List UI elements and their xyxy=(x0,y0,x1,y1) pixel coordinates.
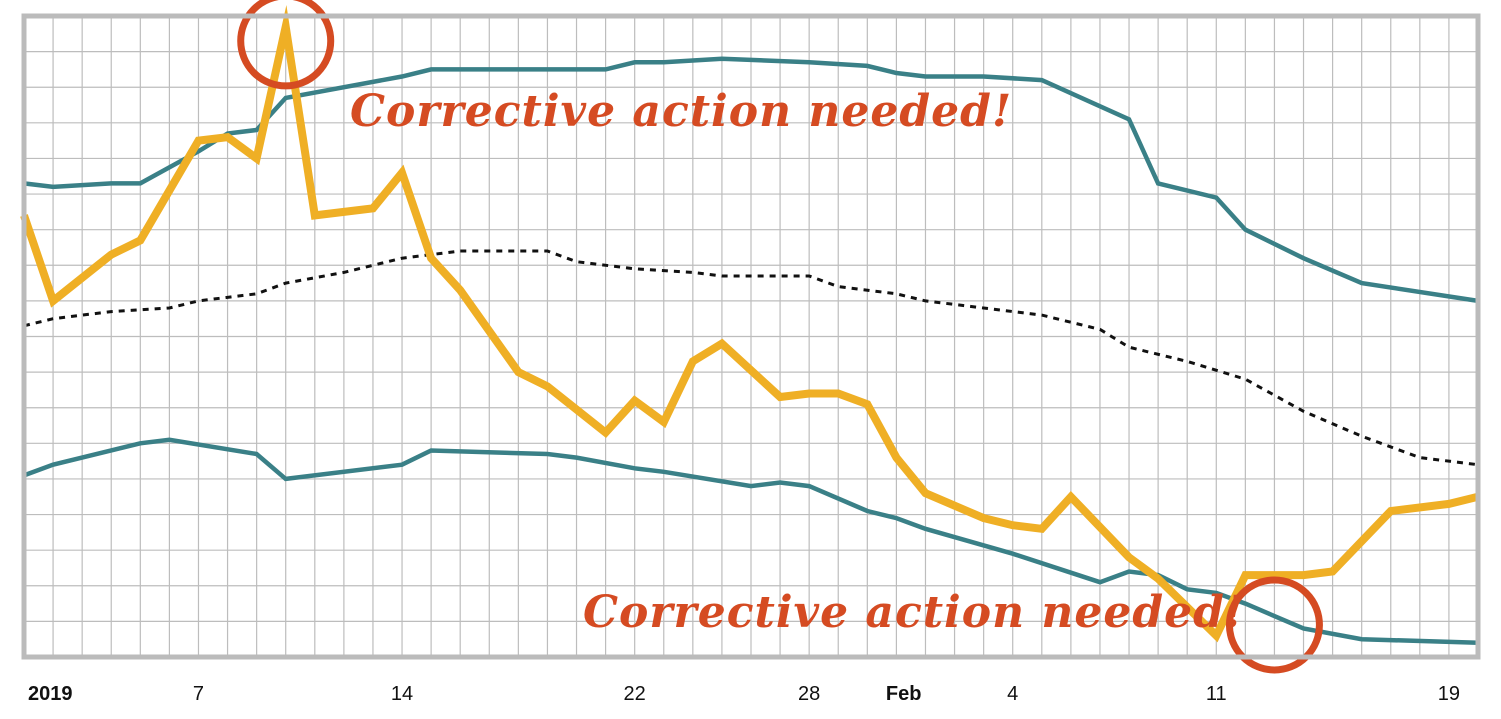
x-tick-label: 7 xyxy=(193,683,204,705)
x-tick-label: 2019 xyxy=(28,683,73,705)
annotations: Corrective action needed! Corrective act… xyxy=(350,86,1245,638)
x-tick-label: 19 xyxy=(1438,683,1460,705)
annotation-circles xyxy=(237,0,1323,674)
annotation-circle xyxy=(237,0,335,90)
lower-limit-line xyxy=(23,437,1479,646)
annotation-bottom: Corrective action needed! xyxy=(583,587,1245,638)
x-axis-ticks: 2019 7 14 22 28 Feb 4 11 19 xyxy=(28,683,1460,705)
x-tick-label: 22 xyxy=(624,683,646,705)
x-tick-label: 4 xyxy=(1007,683,1018,705)
plot-border xyxy=(21,13,1481,660)
chart-series xyxy=(20,4,1479,646)
x-tick-label: 28 xyxy=(798,683,820,705)
x-tick-label: 14 xyxy=(391,683,413,705)
chart-frame xyxy=(21,13,1481,660)
annotation-top: Corrective action needed! xyxy=(350,86,1012,137)
x-tick-label: Feb xyxy=(886,683,922,705)
x-tick-label: 11 xyxy=(1206,683,1227,705)
chart-grid xyxy=(24,15,1478,658)
measure-line xyxy=(20,4,1479,643)
annotation-circle xyxy=(1225,576,1323,674)
